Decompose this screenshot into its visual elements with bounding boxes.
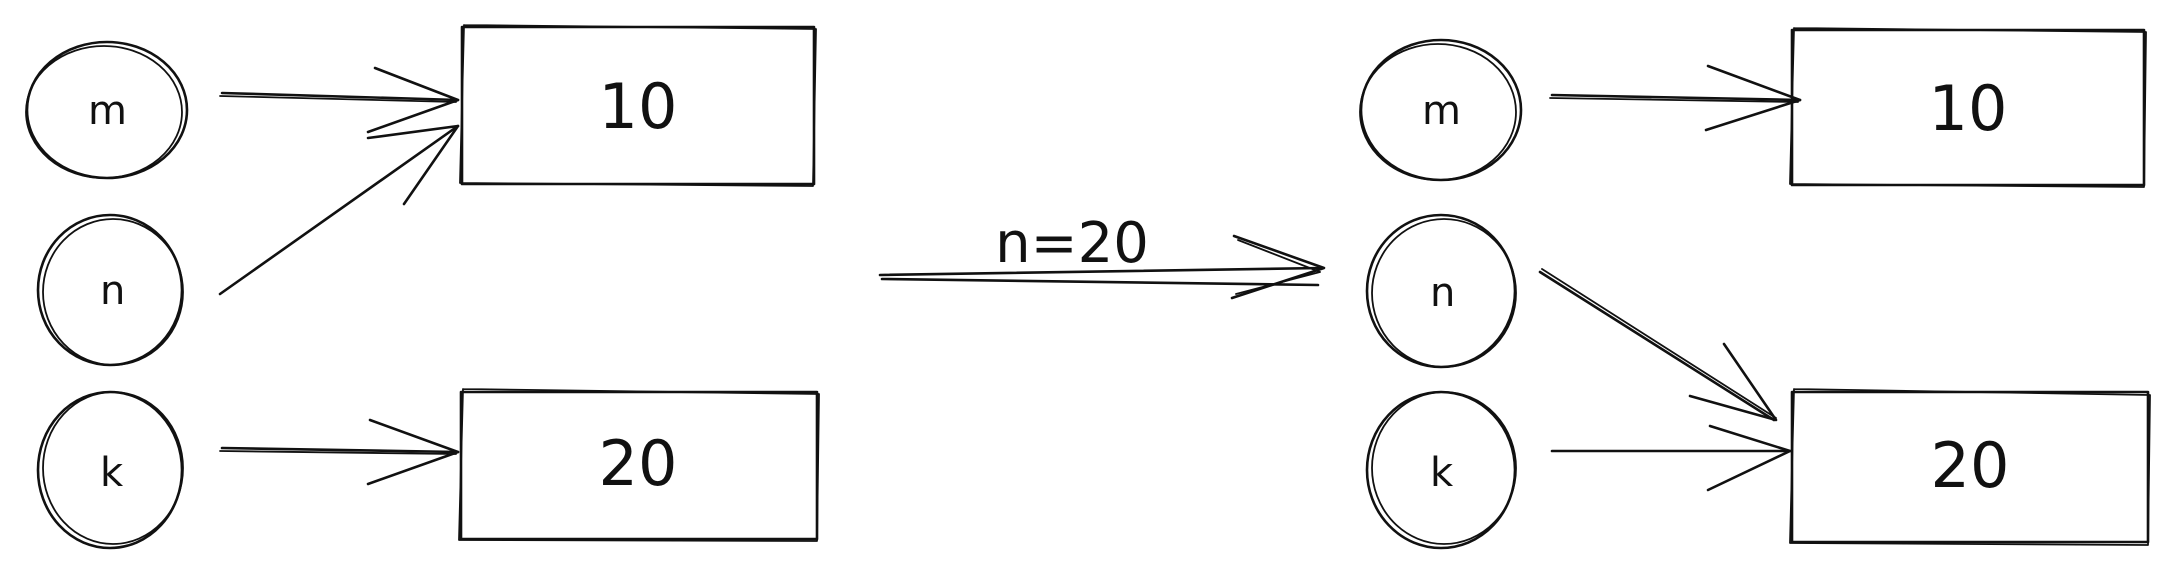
after-var-m-label: m (1422, 88, 1461, 134)
after-var-m-circle (1359, 38, 1523, 182)
after-value-box-2 (1789, 388, 2151, 546)
after-value-box-1 (1789, 27, 2147, 188)
before-var-n-label: n (100, 268, 125, 314)
before-arrow-k-to-20 (219, 418, 460, 486)
after-value-2: 20 (1931, 429, 2010, 502)
after-arrow-k-to-20 (1550, 424, 1792, 492)
before-value-2: 20 (599, 427, 678, 500)
transition-arrow (878, 234, 1326, 300)
before-var-k-label: k (100, 450, 124, 496)
transition-label: n=20 (995, 211, 1149, 276)
after-var-n-label: n (1430, 270, 1455, 316)
after-arrow-m-to-10 (1549, 64, 1802, 132)
after-arrow-n-to-20 (1538, 268, 1778, 422)
after-var-n-circle (1365, 213, 1517, 369)
before-value-box-2 (458, 388, 820, 542)
before-var-n-circle (36, 213, 184, 367)
before-var-m-circle (25, 40, 189, 180)
after-value-1: 10 (1929, 72, 2008, 145)
after-var-k-label: k (1430, 450, 1454, 496)
before-value-box-1 (459, 24, 817, 187)
before-var-k-circle (36, 390, 184, 550)
before-arrow-n-to-10 (218, 124, 460, 296)
before-arrow-m-to-10 (219, 66, 460, 134)
before-var-m-label: m (88, 88, 127, 134)
before-value-1: 10 (599, 70, 678, 143)
after-var-k-circle (1365, 390, 1517, 550)
